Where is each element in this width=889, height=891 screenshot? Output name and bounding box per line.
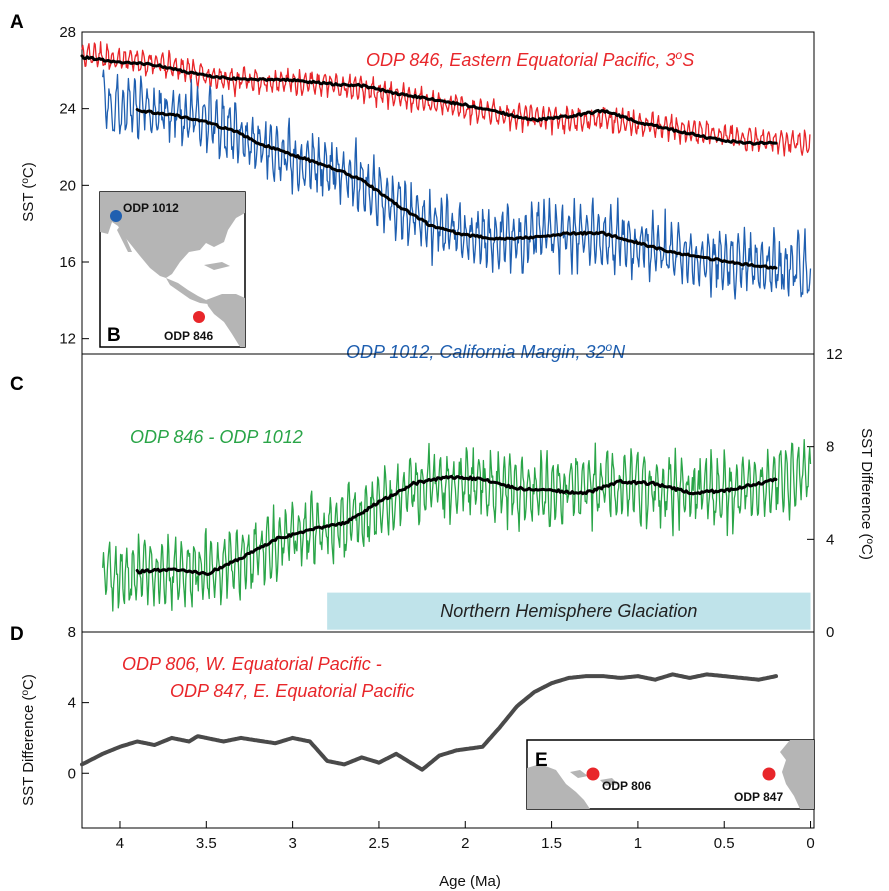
- x-tick-label: 2.5: [369, 835, 390, 852]
- x-tick-label: 1.5: [541, 835, 562, 852]
- series-line-a-2: [102, 69, 812, 300]
- panel-c-letter: C: [10, 374, 24, 395]
- odp-847-site-label: ODP 847: [734, 790, 783, 804]
- panel-a-y-label: SST (oC): [20, 162, 38, 221]
- series-806-847-label-line1: ODP 806, W. Equatorial Pacific -: [122, 654, 382, 674]
- y-tick-label: 20: [59, 177, 76, 194]
- x-tick-label: 2: [461, 835, 469, 852]
- y-tick-label: 16: [59, 254, 76, 271]
- baja-peninsula: [117, 226, 132, 252]
- series-806-847-label-line2: ODP 847, E. Equatorial Pacific: [170, 681, 414, 701]
- panel-c: C Northern Hemisphere Glaciation 12 8 4 0 S…: [10, 346, 876, 641]
- y-tick-label: 4: [68, 695, 76, 712]
- inset-map-b: ODP 1012 ODP 846 B: [99, 191, 246, 348]
- series-line-a-0: [81, 41, 811, 157]
- north-america-land: [100, 192, 245, 278]
- odp-847-site-marker: [762, 767, 776, 781]
- series-1012-label: ODP 1012, California Margin, 32oN: [346, 340, 626, 362]
- panel-a-y-ticks: 28 24 20 16 12: [59, 24, 89, 348]
- panel-d-letter: D: [10, 624, 24, 645]
- panel-a-letter: A: [10, 12, 24, 33]
- panel-d: D 8 4 0 SST Difference (oC) ODP 806, W. Eq…: [10, 624, 815, 829]
- odp-1012-site-label: ODP 1012: [123, 201, 179, 215]
- panel-d-series: [80, 672, 778, 772]
- y-tick-label: 12: [826, 346, 843, 363]
- west-pacific-islands: [570, 770, 618, 786]
- panel-c-y-label: SST Difference (oC): [858, 428, 876, 560]
- inset-map-e: ODP 806 ODP 847 E: [526, 739, 815, 810]
- y-tick-label: 4: [826, 531, 834, 548]
- y-tick-label: 12: [59, 331, 76, 348]
- west-pacific-land: [527, 764, 590, 809]
- series-line-c-0: [102, 438, 812, 612]
- y-tick-label: 0: [826, 624, 834, 641]
- panel-a: A 28 24 20 16 12 SST (oC) ODP 846, Eastern E…: [10, 12, 815, 362]
- x-tick-label: 0.5: [714, 835, 735, 852]
- series-difference-label: ODP 846 - ODP 1012: [130, 427, 303, 447]
- y-tick-label: 24: [59, 101, 76, 118]
- nhg-band: [327, 592, 811, 630]
- x-tick-label: 3.5: [196, 835, 217, 852]
- panel-a-series: [80, 41, 812, 300]
- panel-d-y-label: SST Difference (oC): [20, 674, 38, 806]
- x-axis: 4 3.5 3 2.5 2 1.5 1 0.5 0: [116, 821, 815, 852]
- panel-d-y-ticks: 8 4 0: [68, 624, 89, 782]
- y-tick-label: 8: [68, 624, 76, 641]
- south-america-land: [206, 294, 245, 347]
- y-tick-label: 0: [68, 765, 76, 782]
- x-tick-label: 3: [288, 835, 296, 852]
- panel-c-series: [102, 438, 812, 612]
- odp-806-site-marker: [586, 767, 600, 781]
- odp-846-site-marker: [193, 311, 205, 323]
- cuba-island: [204, 262, 230, 270]
- series-line-c-1: [135, 474, 778, 576]
- odp-806-site-label: ODP 806: [602, 779, 651, 793]
- odp-1012-site-marker: [110, 210, 122, 222]
- x-tick-label: 1: [634, 835, 642, 852]
- series-846-label: ODP 846, Eastern Equatorial Pacific, 3oS: [366, 48, 694, 70]
- odp-846-site-label: ODP 846: [164, 329, 213, 343]
- panel-e-letter: E: [535, 750, 548, 771]
- x-tick-label: 4: [116, 835, 124, 852]
- panel-b-letter: B: [107, 325, 121, 346]
- x-tick-label: 0: [806, 835, 814, 852]
- x-axis-label: Age (Ma): [439, 873, 501, 890]
- y-tick-label: 8: [826, 439, 834, 456]
- nhg-band-label: Northern Hemisphere Glaciation: [440, 601, 697, 621]
- series-line-a-3: [135, 108, 778, 270]
- americas-land: [780, 740, 814, 809]
- y-tick-label: 28: [59, 24, 76, 41]
- central-america-land: [166, 278, 208, 304]
- series-line-a-1: [80, 54, 778, 146]
- panel-d-frame: [81, 631, 815, 829]
- series-line-d-0: [80, 672, 778, 772]
- panel-c-y-ticks: 12 8 4 0: [807, 346, 843, 641]
